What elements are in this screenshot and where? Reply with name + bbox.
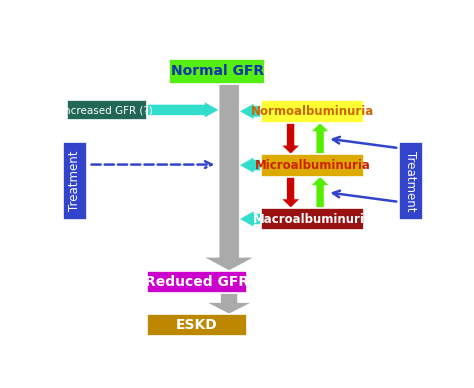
- FancyBboxPatch shape: [261, 154, 364, 177]
- FancyBboxPatch shape: [169, 59, 265, 84]
- FancyBboxPatch shape: [261, 100, 364, 123]
- Text: Normoalbuminuria: Normoalbuminuria: [251, 105, 374, 118]
- Polygon shape: [311, 177, 329, 208]
- Text: Treatment: Treatment: [404, 151, 418, 211]
- Polygon shape: [207, 293, 251, 314]
- FancyBboxPatch shape: [66, 100, 147, 120]
- FancyBboxPatch shape: [147, 314, 246, 336]
- Text: Increased GFR (?): Increased GFR (?): [61, 105, 153, 115]
- Polygon shape: [239, 211, 261, 227]
- Polygon shape: [239, 157, 261, 173]
- FancyBboxPatch shape: [261, 208, 364, 230]
- Text: ESKD: ESKD: [176, 318, 218, 332]
- Polygon shape: [204, 84, 255, 271]
- Text: Treatment: Treatment: [68, 151, 82, 211]
- Text: Macroalbuminuria: Macroalbuminuria: [253, 213, 373, 225]
- Text: Normal GFR: Normal GFR: [171, 64, 264, 78]
- Text: Microalbuminuria: Microalbuminuria: [255, 159, 371, 172]
- Polygon shape: [311, 123, 329, 154]
- Polygon shape: [147, 102, 219, 118]
- FancyBboxPatch shape: [399, 142, 423, 220]
- FancyBboxPatch shape: [147, 271, 246, 293]
- Text: Reduced GFR: Reduced GFR: [145, 275, 249, 289]
- FancyBboxPatch shape: [63, 142, 87, 220]
- Polygon shape: [282, 123, 300, 154]
- Polygon shape: [239, 103, 261, 120]
- Polygon shape: [282, 177, 300, 208]
